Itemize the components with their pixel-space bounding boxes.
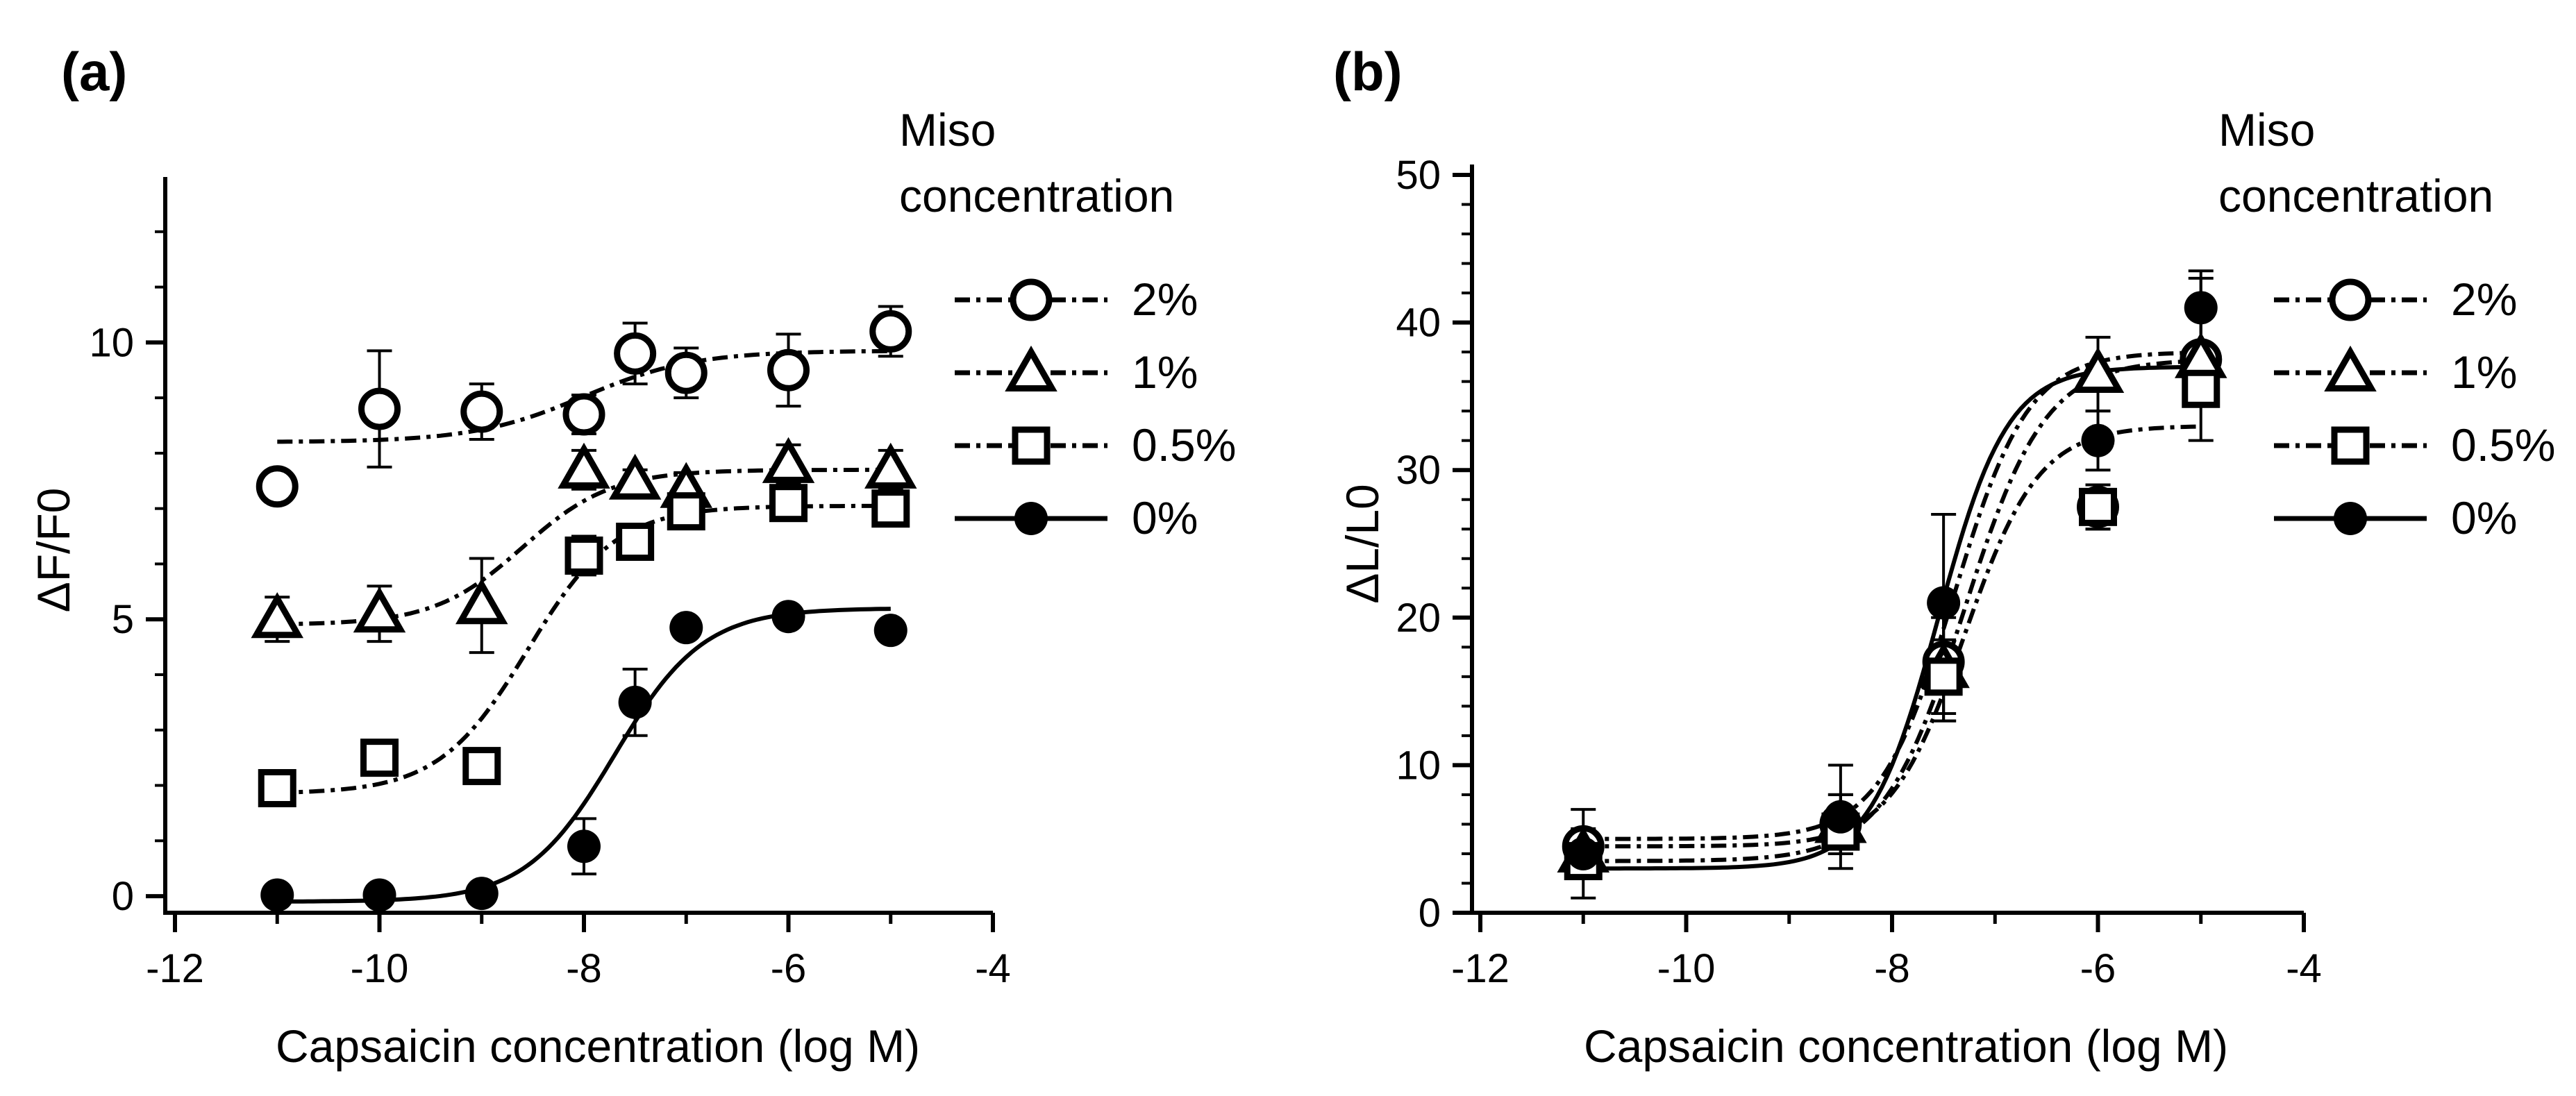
panel-a-data-point-2pct xyxy=(767,348,810,391)
panel-a-y-axis-label: ΔF/F0 xyxy=(28,488,79,613)
panel-b-legend-label-0pct: 0% xyxy=(2451,492,2517,543)
panel-b-legend-title-line1: Miso xyxy=(2218,104,2315,155)
panel-a-legend-title-line1: Miso xyxy=(899,104,996,155)
panel-a-data-point-0.5pct xyxy=(667,492,705,531)
panel-b-x-tick-label: -6 xyxy=(2080,946,2116,991)
panel-a-legend-marker-0pct xyxy=(1014,502,1048,535)
panel-a-data-point-0pct xyxy=(771,600,805,634)
panel-a-x-tick-label: -10 xyxy=(351,946,409,991)
panel-a-legend-marker-2pct xyxy=(1010,278,1053,321)
panel-a-data-point-0.5pct xyxy=(871,489,910,528)
panel-a-y-tick-label: 10 xyxy=(89,320,134,365)
panel-b-legend-marker-2pct xyxy=(2329,278,2372,321)
panel-b-data-point-1pct xyxy=(2071,346,2125,394)
panel-b-y-axis-label: ΔL/L0 xyxy=(1337,484,1388,604)
panel-b-y-tick-label: 0 xyxy=(1419,891,1441,936)
panel-b-legend-label-2pct: 2% xyxy=(2451,273,2517,325)
panel-a-data-point-2pct xyxy=(256,465,299,508)
panel-a-x-axis-label: Capsaicin concentration (log M) xyxy=(276,1020,920,1072)
panel-b-x-tick-label: -10 xyxy=(1657,946,1716,991)
panel-b-legend-title-line2: concentration xyxy=(2218,170,2493,221)
panel-a-data-point-1pct xyxy=(762,437,815,483)
panel-a-data-point-0pct xyxy=(669,611,703,645)
panel-b-y-tick-label: 10 xyxy=(1396,743,1441,788)
panel-a-y-tick-label: 5 xyxy=(112,597,134,642)
panel-a-data-point-0.5pct xyxy=(769,484,808,523)
panel-a-x-tick-label: -6 xyxy=(771,946,807,991)
panel-a-data-point-0pct xyxy=(873,614,908,648)
panel-a-legend-title-line2: concentration xyxy=(899,170,1174,221)
panel-b-legend-marker-1pct xyxy=(2324,345,2377,391)
panel-a-data-point-2pct xyxy=(358,387,401,430)
panel-b-x-tick-label: -12 xyxy=(1451,946,1509,991)
panel-b-y-tick-label: 20 xyxy=(1396,596,1441,641)
panel-b-data-point-0pct xyxy=(1927,586,1961,620)
panel-b-data-point-0.5pct xyxy=(1924,657,1963,696)
panel-a-x-tick-label: -12 xyxy=(146,946,204,991)
panel-a-data-point-2pct xyxy=(869,310,912,353)
panel-a-data-point-0pct xyxy=(618,685,652,719)
panel-b-data-point-0.5pct xyxy=(2182,369,2220,408)
panel-a-data-point-1pct xyxy=(251,592,304,639)
panel-a-legend-label-0.5pct: 0.5% xyxy=(1132,419,1236,471)
panel-a-legend-marker-1pct xyxy=(1005,345,1057,391)
panel-b-legend-label-1pct: 1% xyxy=(2451,346,2517,398)
panel-a-legend-label-0pct: 0% xyxy=(1132,492,1198,543)
panel-a-legend-marker-0.5pct xyxy=(1012,426,1051,465)
panel-a-data-point-2pct xyxy=(460,390,503,433)
panel-a-y-tick-label: 0 xyxy=(112,874,134,919)
panel-a-data-point-1pct xyxy=(864,442,917,489)
panel-a-data-point-1pct xyxy=(353,587,406,633)
panel-b-data-point-0pct xyxy=(1566,836,1600,870)
panel-b-x-tick-label: -4 xyxy=(2286,946,2322,991)
panel-a-data-point-1pct xyxy=(608,453,662,500)
panel-a-data-point-0.5pct xyxy=(462,747,501,786)
panel-a-data-point-1pct xyxy=(558,442,610,489)
panel-a-x-tick-label: -8 xyxy=(566,946,602,991)
panel-a-data-point-2pct xyxy=(664,351,708,394)
panel-a-data-point-0.5pct xyxy=(564,536,603,575)
panel-a-legend-label-2pct: 2% xyxy=(1132,273,1198,325)
panel-b-legend-marker-0.5pct xyxy=(2331,426,2370,465)
panel-b-data-point-0.5pct xyxy=(2079,487,2117,526)
panel-a-data-point-2pct xyxy=(614,332,657,375)
panel-b-data-point-0pct xyxy=(1823,800,1857,834)
panel-a-data-point-0pct xyxy=(362,878,396,912)
panel-b-x-axis-label: Capsaicin concentration (log M) xyxy=(1584,1020,2228,1072)
panel-a-x-tick-label: -4 xyxy=(975,946,1011,991)
panel-a-label: (a) xyxy=(61,41,127,102)
panel-a-data-point-0.5pct xyxy=(616,523,655,562)
panel-a-data-point-2pct xyxy=(562,393,605,436)
panel-b-label: (b) xyxy=(1333,41,1403,102)
panel-b-legend-marker-0pct xyxy=(2334,502,2367,535)
panel-a-data-point-0pct xyxy=(260,878,294,912)
panel-a-data-point-1pct xyxy=(455,578,508,625)
panel-b-data-point-0pct xyxy=(2184,291,2218,325)
panel-a-data-point-0pct xyxy=(567,829,601,863)
panel-a-data-point-0pct xyxy=(465,877,499,911)
panel-b-data-point-0pct xyxy=(2081,423,2115,457)
panel-b-x-tick-label: -8 xyxy=(1874,946,1910,991)
panel-a-data-point-0.5pct xyxy=(360,739,399,777)
panel-b-legend-label-0.5pct: 0.5% xyxy=(2451,419,2555,471)
panel-b-y-tick-label: 50 xyxy=(1396,153,1441,198)
panel-a-legend-label-1pct: 1% xyxy=(1132,346,1198,398)
panel-a-data-point-0.5pct xyxy=(258,769,296,808)
panel-b-y-tick-label: 30 xyxy=(1396,448,1441,493)
panel-b-y-tick-label: 40 xyxy=(1396,301,1441,346)
